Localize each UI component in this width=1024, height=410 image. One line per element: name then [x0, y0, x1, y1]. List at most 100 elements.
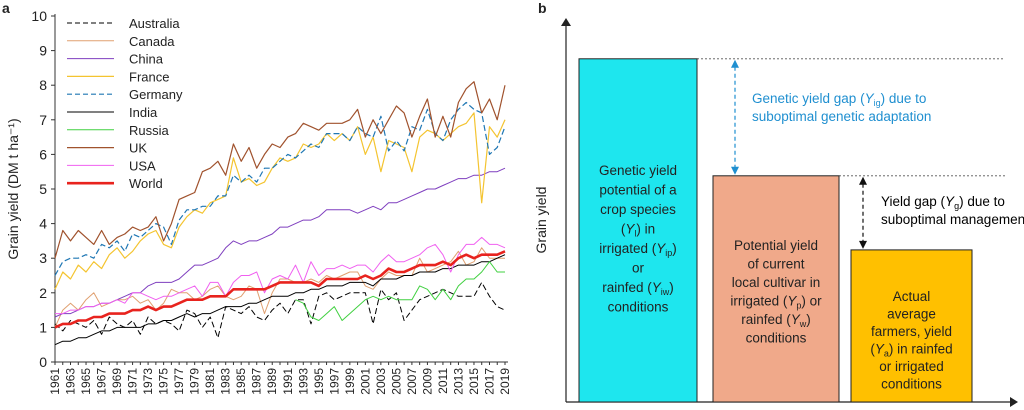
x-tick-label: 1999: [343, 368, 357, 395]
x-tick-label: 1989: [265, 368, 279, 395]
bar-1-label: (Yl​) in: [621, 222, 655, 239]
bar-3: [850, 249, 973, 403]
bar-1-label: or: [632, 261, 645, 276]
x-tick-label: 2009: [420, 368, 434, 395]
x-axis-arrow: [1010, 397, 1018, 407]
x-tick-label: 1965: [79, 368, 93, 395]
panel-a-label: a: [2, 0, 10, 16]
series-line-france: [54, 112, 506, 290]
legend-label-canada: Canada: [129, 34, 175, 49]
yield-gap-diagram: Grain yield Genetic yield potential of a cr…: [533, 18, 1024, 407]
x-tick-label: 2013: [451, 368, 465, 395]
yield-gap-arrow-head-bottom: [859, 240, 867, 249]
genetic-gap-arrow-head-top: [731, 59, 739, 68]
genetic-gap-annotation: suboptimal genetic adaptation: [752, 109, 931, 124]
legend-label-australia: Australia: [129, 16, 180, 31]
x-tick-label: 1979: [188, 368, 202, 395]
y-axis-arrow: [561, 18, 571, 26]
y-tick-label: 4: [39, 216, 47, 232]
bar-3-label: or irrigated: [879, 359, 944, 374]
x-tick-label: 1961: [48, 368, 62, 395]
genetic-gap-annotation: Genetic yield gap (Yig​) due to: [752, 91, 926, 108]
series-line-canada: [54, 247, 505, 328]
bar-2-label: rainfed (Yw​): [741, 312, 811, 329]
x-tick-label: 2005: [389, 368, 403, 395]
y-tick-label: 7: [39, 112, 47, 128]
legend-label-usa: USA: [129, 158, 156, 173]
bar-2-label: irrigated (Yp​) or: [730, 294, 822, 311]
bar-1-label: potential of a: [599, 183, 677, 198]
x-tick-label: 1991: [281, 368, 295, 395]
series-line-germany: [54, 101, 506, 276]
yield-gap-arrow-head-top: [859, 176, 867, 185]
x-tick-label: 1967: [95, 368, 109, 395]
y-tick-label: 8: [39, 77, 47, 93]
bar-3-label: conditions: [881, 377, 942, 392]
bar-3-label: average: [887, 307, 936, 322]
bar-1: [578, 58, 698, 403]
y-tick-label: 3: [39, 250, 47, 266]
x-tick-label: 2015: [467, 368, 481, 395]
bar-3-label: Actual: [893, 289, 931, 304]
legend-label-uk: UK: [129, 141, 147, 156]
y-tick-label: 5: [39, 181, 47, 197]
x-tick-label: 1995: [312, 368, 326, 395]
bar-1-label: irrigated (Yip​): [599, 241, 677, 258]
bar-2-label: Potential yield: [734, 238, 818, 253]
series-line-world: [54, 250, 506, 329]
x-tick-label: 1963: [64, 368, 78, 395]
series-line-china: [54, 167, 506, 318]
x-tick-label: 1983: [219, 368, 233, 395]
x-tick-label: 1977: [172, 368, 186, 395]
x-tick-label: 2001: [358, 368, 372, 395]
x-tick-label: 1985: [234, 368, 248, 395]
y-tick-label: 6: [39, 146, 47, 162]
series-line-russia: [295, 261, 505, 321]
bar-1-label: crop species: [600, 202, 676, 217]
x-tick-label: 2003: [374, 368, 388, 395]
x-tick-label: 1987: [250, 368, 264, 395]
x-tick-label: 1981: [203, 368, 217, 395]
x-tick-label: 1971: [126, 368, 140, 395]
legend-label-china: China: [129, 52, 164, 67]
series-line-india: [54, 254, 506, 346]
legend-label-france: France: [129, 69, 169, 84]
bar-2-label: local cultivar in: [732, 275, 821, 290]
bar-2: [712, 175, 840, 403]
genetic-gap-arrow-head-bottom: [731, 166, 739, 175]
x-tick-label: 1993: [296, 368, 310, 395]
bar-2-label: of current: [747, 257, 804, 272]
x-tick-label: 2017: [482, 368, 496, 395]
series-line-usa: [55, 236, 506, 315]
panel-b-label: b: [538, 0, 547, 16]
x-tick-label: 2019: [498, 368, 512, 395]
x-tick-label: 1975: [157, 368, 171, 395]
bar-1-label: Genetic yield: [599, 163, 677, 178]
y-tick-label: 2: [39, 285, 47, 301]
y-axis-label: Grain yield: [533, 187, 549, 254]
legend-label-germany: Germany: [129, 87, 183, 102]
x-tick-label: 1973: [141, 368, 155, 395]
x-tick-label: 2007: [405, 368, 419, 395]
bar-1-label: conditions: [608, 300, 669, 315]
y-axis-label: Grain yield (DM t ha⁻¹): [5, 118, 21, 259]
y-tick-label: 9: [39, 43, 47, 59]
x-tick-label: 1997: [327, 368, 341, 395]
yield-gap-annotation: suboptimal management: [881, 212, 1024, 227]
legend-label-russia: Russia: [129, 123, 170, 138]
bar-3-label: farmers, yield: [871, 324, 952, 339]
x-tick-label: 1969: [110, 368, 124, 395]
legend-label-world: World: [129, 176, 163, 191]
bar-3-label: (Ya​) in rainfed: [870, 342, 952, 359]
series-line-uk: [54, 81, 506, 259]
bar-2-label: conditions: [746, 331, 807, 346]
series-line-australia: [54, 281, 506, 339]
y-tick-label: 0: [39, 354, 47, 370]
legend-label-india: India: [129, 105, 158, 120]
bar-1-label: rainfed (Yiw​): [602, 280, 674, 297]
y-tick-label: 1: [39, 319, 47, 335]
x-tick-label: 2011: [436, 368, 450, 394]
yield-gap-annotation: Yield gap (Yg​) due to: [881, 194, 1005, 211]
